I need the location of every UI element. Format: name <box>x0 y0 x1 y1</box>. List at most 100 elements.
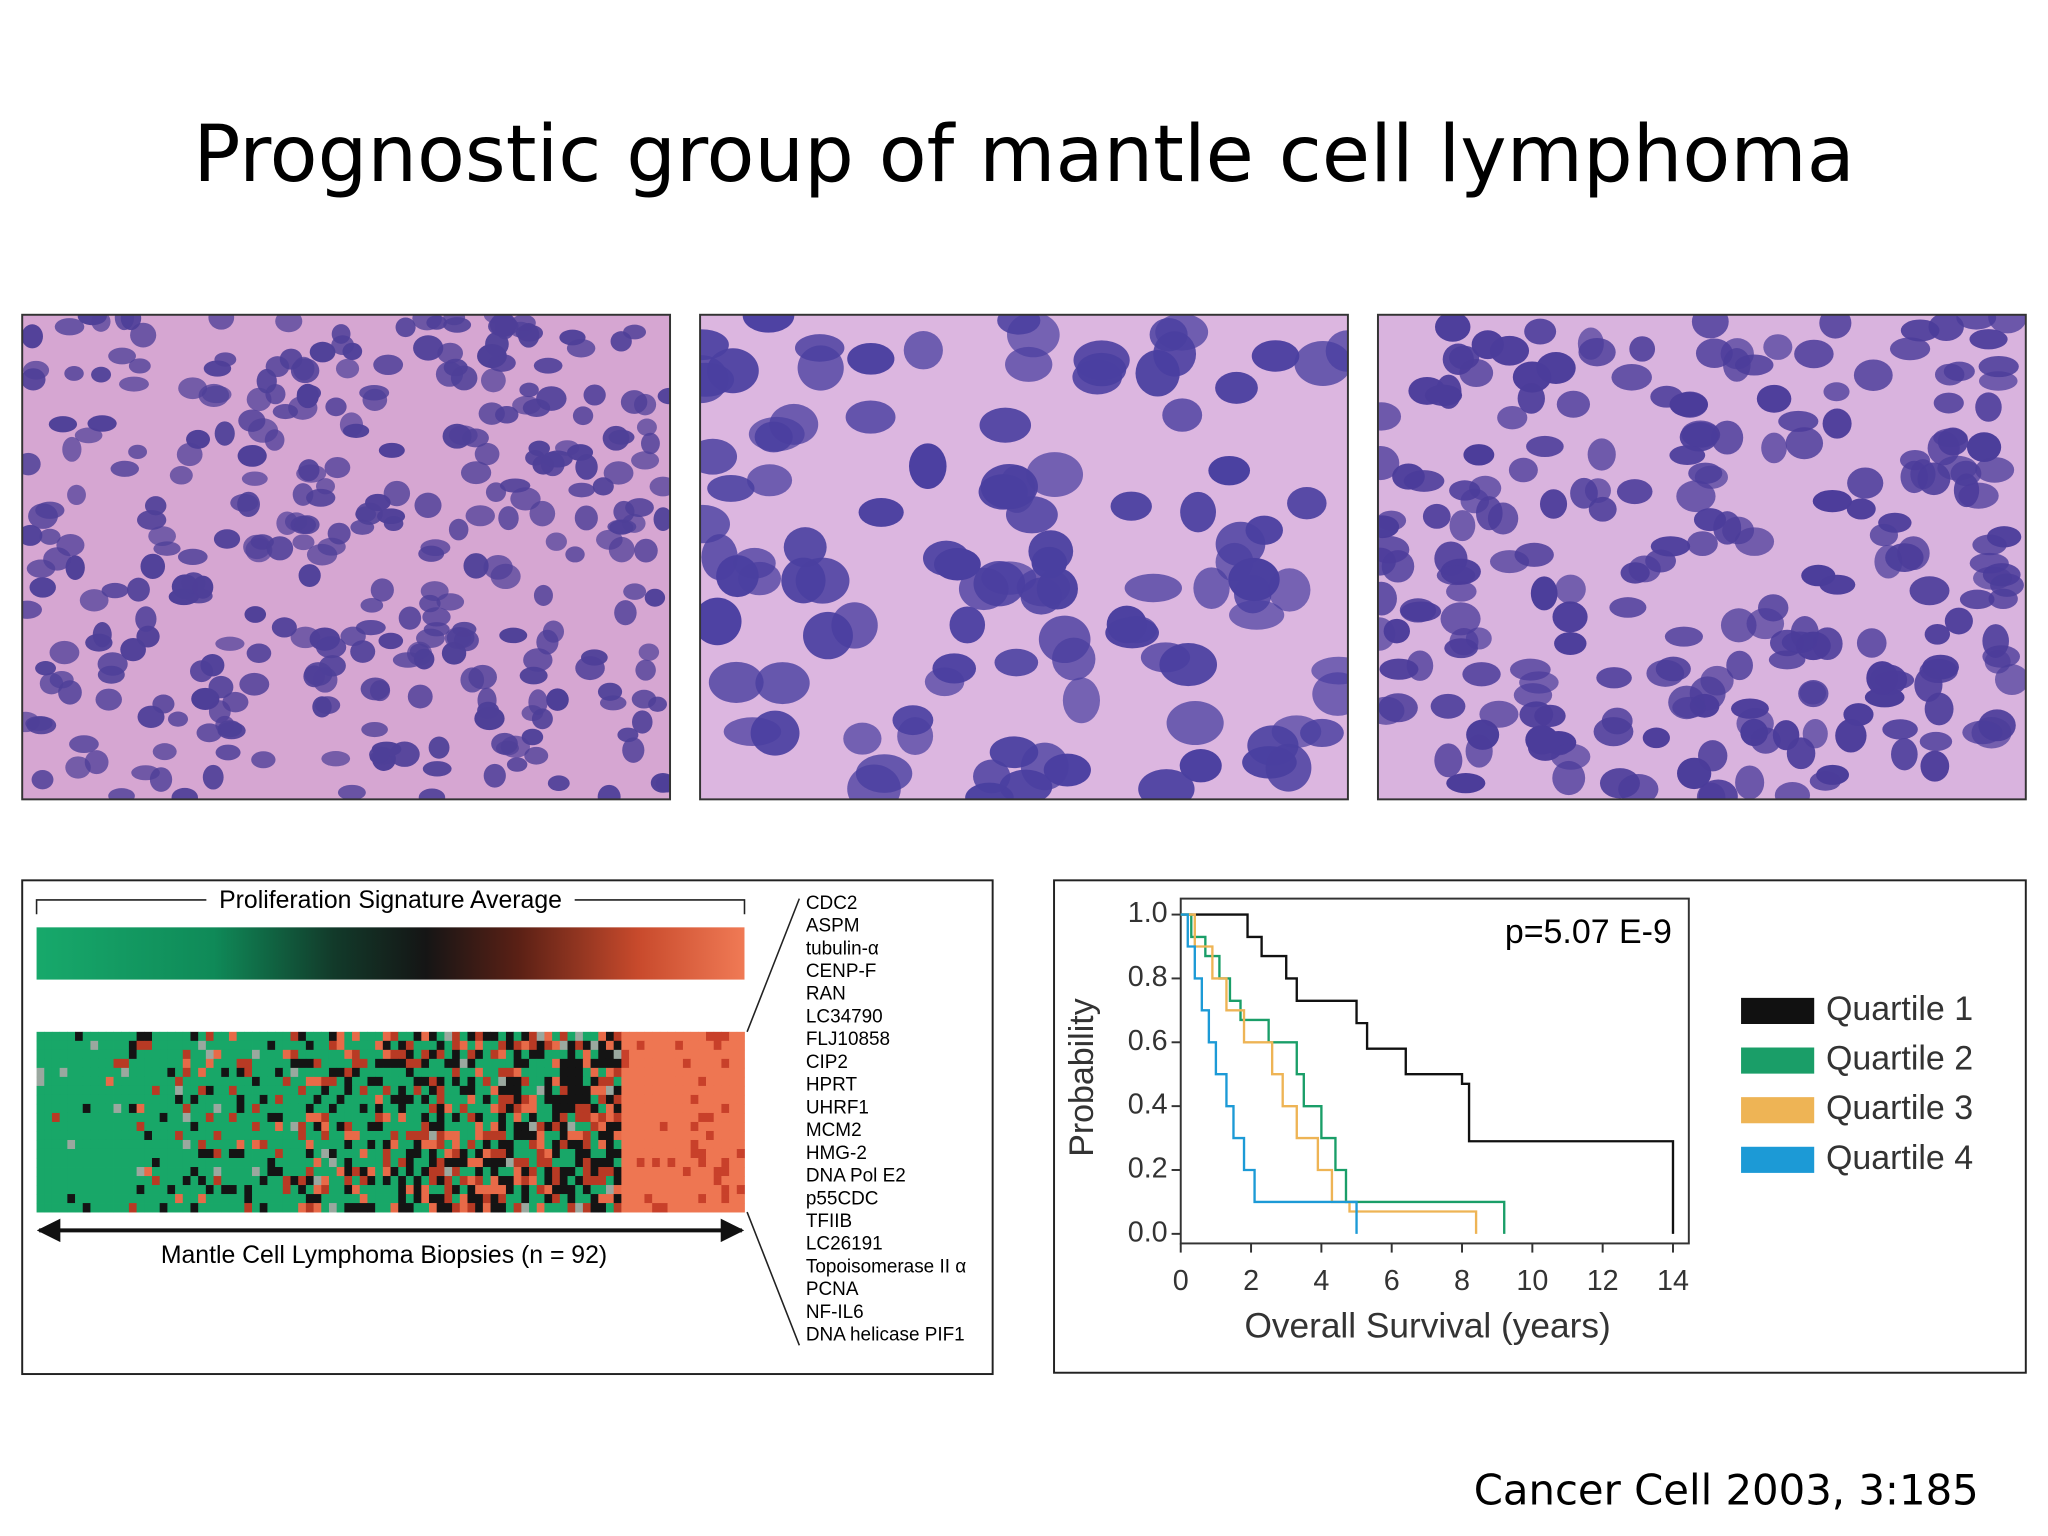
heatmap-cell <box>67 1148 76 1159</box>
heatmap-cell <box>413 1031 422 1042</box>
nucleus <box>365 493 391 512</box>
nucleus <box>1966 432 2002 463</box>
heatmap-cell <box>221 1148 230 1159</box>
heatmap-cell <box>328 1139 338 1150</box>
heatmap-cell <box>252 1112 261 1123</box>
heatmap-cell <box>36 1031 45 1042</box>
heatmap-cell <box>336 1139 345 1150</box>
heatmap-cell <box>490 1176 499 1186</box>
heatmap-cell <box>305 1148 314 1159</box>
heatmap-cell <box>559 1049 568 1060</box>
heatmap-cell <box>444 1121 453 1132</box>
heatmap-cell <box>113 1185 122 1195</box>
heatmap-cell <box>75 1167 84 1177</box>
heatmap-cell <box>151 1139 161 1150</box>
heatmap-cell <box>682 1185 692 1195</box>
heatmap-cell <box>690 1031 699 1042</box>
nucleus <box>1062 677 1101 724</box>
heatmap-cell <box>367 1058 376 1069</box>
heatmap-cell <box>644 1085 653 1096</box>
nucleus <box>1287 487 1327 520</box>
heatmap-cell <box>452 1031 461 1042</box>
heatmap-cell <box>221 1194 230 1204</box>
heatmap-cell <box>144 1158 153 1168</box>
heatmap-cell <box>729 1148 738 1159</box>
heatmap-cell <box>498 1094 507 1105</box>
heatmap-cell <box>213 1040 222 1051</box>
heatmap-cell <box>213 1076 222 1087</box>
heatmap-cell <box>113 1139 122 1150</box>
nucleus <box>1924 692 1954 726</box>
heatmap-cell <box>98 1085 107 1096</box>
heatmap-cell <box>675 1040 684 1051</box>
heatmap-cell <box>382 1139 391 1150</box>
heatmap-cell <box>67 1203 76 1213</box>
heatmap-cell <box>590 1158 599 1168</box>
heatmap-cell <box>290 1058 299 1069</box>
heatmap-cell <box>536 1148 545 1159</box>
heatmap-cell <box>252 1130 261 1141</box>
heatmap-cell <box>75 1067 84 1078</box>
heatmap-cell <box>359 1139 368 1150</box>
nucleus <box>1138 769 1195 800</box>
gradient-bar <box>36 927 745 980</box>
nucleus <box>748 416 805 452</box>
heatmap-cell <box>198 1058 207 1069</box>
heatmap-cell <box>136 1203 145 1213</box>
heatmap-cell <box>529 1076 538 1087</box>
heatmap-cell <box>151 1194 161 1204</box>
heatmap-cell <box>113 1121 122 1132</box>
nucleus <box>1937 455 1978 481</box>
heatmap-cell <box>305 1194 314 1204</box>
heatmap-cell <box>205 1121 214 1132</box>
nucleus <box>542 450 573 468</box>
heatmap-cell <box>305 1112 314 1123</box>
nucleus <box>1534 704 1566 727</box>
nucleus <box>130 322 157 348</box>
heatmap-cell <box>482 1076 491 1087</box>
heatmap-cell <box>475 1103 484 1114</box>
heatmap-cell <box>552 1167 561 1177</box>
heatmap-cell <box>44 1167 53 1177</box>
heatmap-cell <box>352 1185 361 1195</box>
heatmap-cell <box>713 1085 722 1096</box>
y-tick-label: 1.0 <box>1128 897 1168 929</box>
heatmap-cell <box>659 1121 668 1132</box>
heatmap-cell <box>90 1031 99 1042</box>
heatmap-cell <box>221 1103 230 1114</box>
heatmap-cell <box>559 1094 568 1105</box>
heatmap-cell <box>636 1049 645 1060</box>
nucleus <box>477 701 500 719</box>
heatmap-cell <box>421 1167 430 1177</box>
heatmap-cell <box>498 1194 507 1204</box>
heatmap-cell <box>390 1112 399 1123</box>
heatmap-cell <box>151 1185 161 1195</box>
heatmap-cell <box>105 1103 114 1114</box>
heatmap-cell <box>444 1094 453 1105</box>
heatmap-cell <box>113 1167 122 1177</box>
heatmap-cell <box>559 1194 568 1204</box>
heatmap-cell <box>213 1103 222 1114</box>
nucleus <box>1642 727 1670 749</box>
nucleus <box>1124 573 1182 603</box>
heatmap-cell <box>721 1058 730 1069</box>
heatmap-cell <box>521 1158 530 1168</box>
heatmap-cell <box>736 1148 745 1159</box>
heatmap-cell <box>536 1067 545 1078</box>
heatmap-cell <box>405 1049 415 1060</box>
heatmap-cell <box>98 1148 107 1159</box>
heatmap-cell <box>275 1167 284 1177</box>
nucleus <box>1052 637 1096 681</box>
heatmap-cell <box>128 1031 137 1042</box>
heatmap-cell <box>59 1194 68 1204</box>
nucleus <box>1978 371 2018 391</box>
heatmap-cell <box>128 1040 137 1051</box>
nucleus <box>1823 382 1850 402</box>
heatmap-cell <box>359 1103 368 1114</box>
heatmap-cell <box>221 1049 230 1060</box>
heatmap-cell <box>652 1176 661 1186</box>
heatmap-cell <box>529 1148 538 1159</box>
nucleus <box>335 358 360 379</box>
heatmap-cell <box>452 1139 461 1150</box>
heatmap-cell <box>652 1031 661 1042</box>
